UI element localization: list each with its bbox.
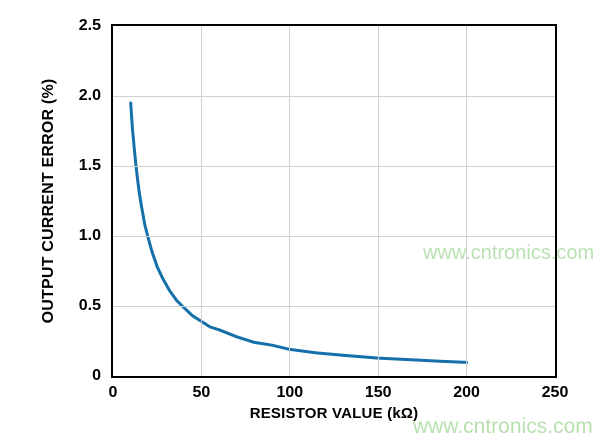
y-tick-label: 0.5 (78, 297, 101, 314)
data-series-svg (129, 101, 469, 364)
y-tick-label: 1.5 (78, 157, 101, 174)
y-tick-label: 2.0 (78, 87, 101, 104)
y-gridline (113, 165, 555, 167)
x-tick-label: 250 (541, 384, 569, 401)
y-gridline (113, 305, 555, 307)
x-tick-label: 200 (453, 384, 480, 401)
y-gridline (113, 95, 555, 97)
watermark-mid-right: www.cntronics.com (423, 242, 595, 264)
plot-area (111, 24, 557, 378)
y-tick-label: 1.0 (78, 227, 101, 244)
x-tick-label: 100 (276, 384, 304, 401)
x-gridline (289, 26, 291, 376)
data-series-line (129, 101, 469, 364)
x-axis-title: RESISTOR VALUE (kΩ) (249, 405, 419, 422)
x-tick-label: 0 (108, 384, 118, 401)
y-axis-title: OUTPUT CURRENT ERROR (%) (40, 78, 57, 324)
x-tick-label: 150 (364, 384, 392, 401)
y-gridline (113, 235, 555, 237)
y-tick-label: 2.5 (78, 17, 101, 34)
x-gridline (466, 26, 468, 376)
x-gridline (200, 26, 202, 376)
y-tick-label: 0 (92, 367, 101, 384)
x-tick-label: 50 (192, 384, 211, 401)
x-gridline (377, 26, 379, 376)
watermark-bottom-right: www.cntronics.com (413, 415, 593, 438)
